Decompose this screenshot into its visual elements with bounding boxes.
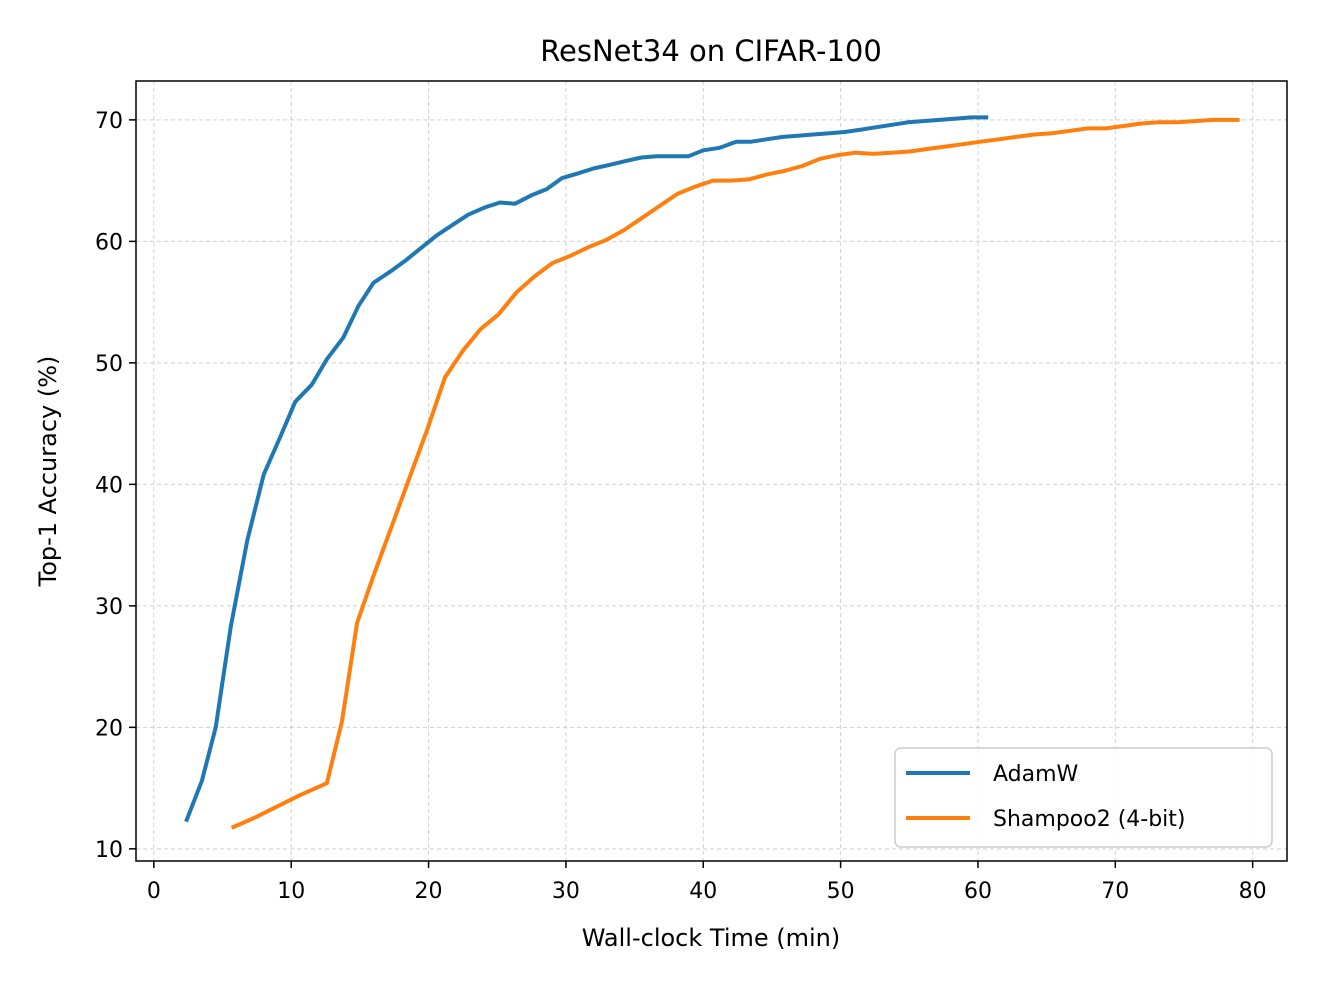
chart-title: ResNet34 on CIFAR-100 [540, 34, 882, 68]
x-axis-label: Wall-clock Time (min) [582, 924, 841, 952]
plot-frame [135, 80, 1288, 862]
y-tick-label: 40 [95, 473, 123, 498]
y-tick-label: 60 [95, 230, 123, 255]
x-tick-label: 80 [1239, 879, 1267, 904]
x-tick-label: 40 [689, 879, 717, 904]
x-tick-label: 30 [552, 879, 580, 904]
y-tick-label: 20 [95, 716, 123, 741]
x-tick-label: 50 [827, 879, 855, 904]
x-tick-label: 10 [277, 879, 305, 904]
axis-ticks: 0 10 20 30 40 50 60 70 80 10 20 30 40 50 60 70 [95, 109, 1267, 904]
y-tick-label: 70 [95, 109, 123, 134]
series-line-shampoo2-4-bit [230, 117, 1240, 830]
legend-label-adamw: AdamW [993, 762, 1079, 787]
series-layer [184, 115, 1240, 830]
grid [136, 81, 1287, 861]
legend-box [894, 747, 1273, 848]
x-tick-label: 0 [147, 879, 161, 904]
x-tick-label: 70 [1101, 879, 1129, 904]
x-tick-label: 60 [964, 879, 992, 904]
legend: AdamW Shampoo2 (4-bit) [894, 747, 1273, 848]
legend-label-shampoo2: Shampoo2 (4-bit) [993, 807, 1186, 832]
y-tick-label: 50 [95, 352, 123, 377]
y-tick-label: 30 [95, 595, 123, 620]
y-axis-label: Top-1 Accuracy (%) [34, 356, 62, 588]
series-line-adamw [184, 115, 989, 823]
y-tick-label: 10 [95, 838, 123, 863]
x-tick-label: 20 [415, 879, 443, 904]
